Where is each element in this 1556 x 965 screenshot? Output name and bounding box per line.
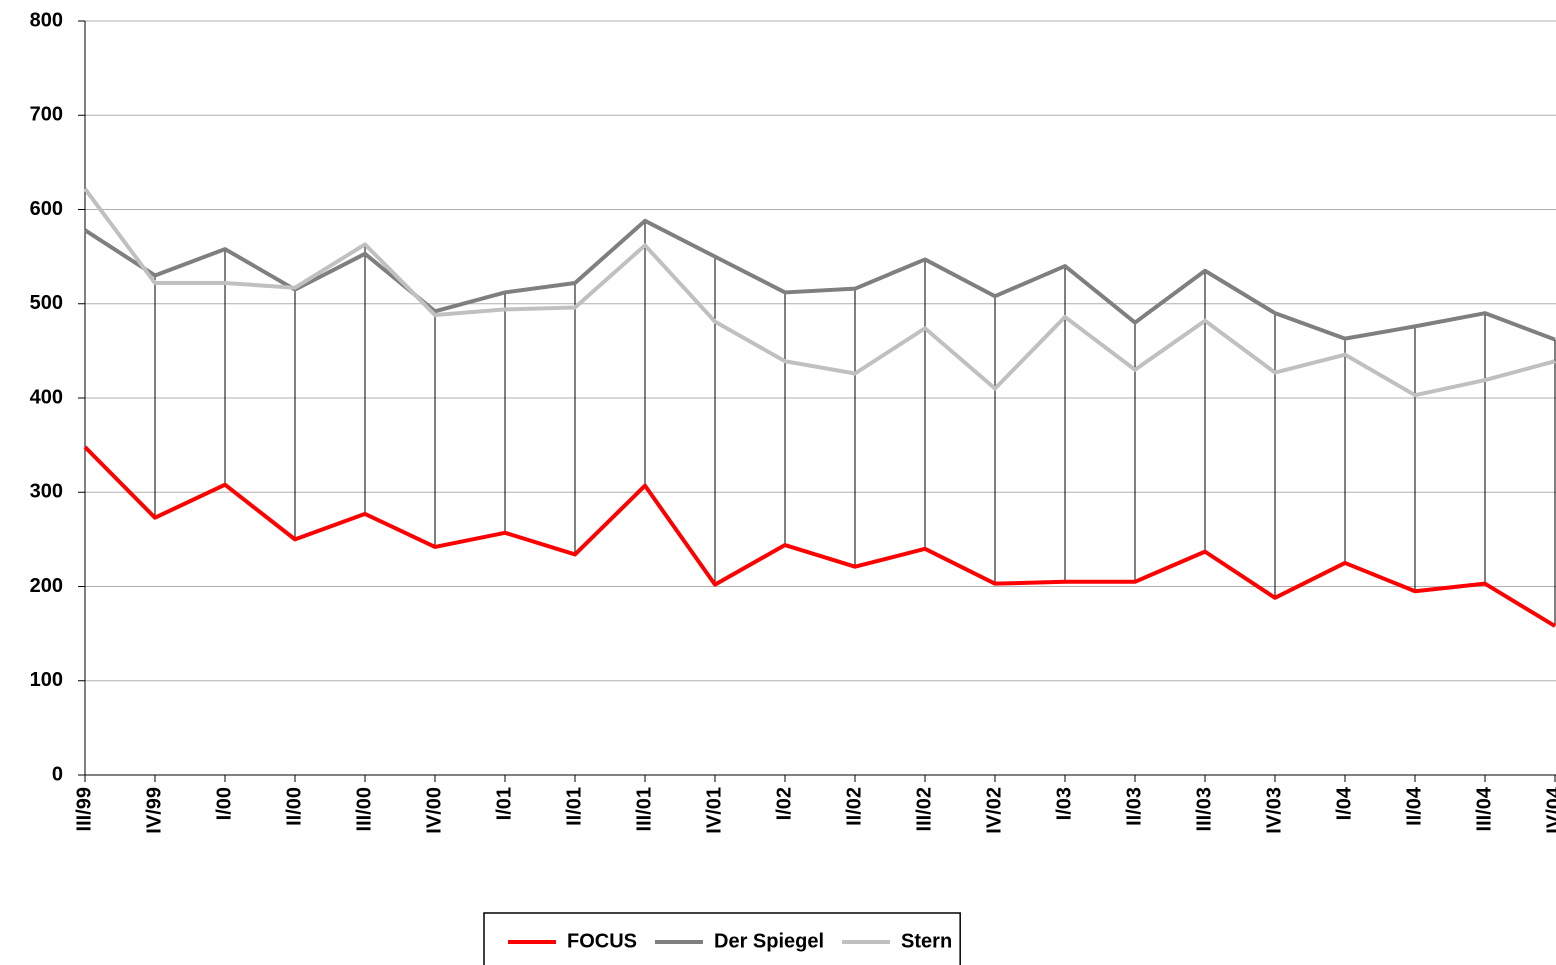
x-tick-label: I/04	[1333, 786, 1355, 820]
x-tick-label: II/01	[563, 787, 585, 826]
x-tick-label: III/04	[1473, 786, 1495, 831]
x-tick-label: I/00	[213, 787, 235, 820]
x-tick-label: I/03	[1053, 787, 1075, 820]
x-tick-label: III/01	[633, 787, 655, 831]
y-tick-label: 600	[30, 198, 63, 220]
y-tick-label: 800	[30, 9, 63, 31]
x-tick-label: III/02	[913, 787, 935, 831]
series-line	[83, 218, 1556, 342]
y-tick-label: 100	[30, 669, 63, 691]
legend-box	[483, 912, 961, 965]
x-tick-label: II/00	[283, 787, 305, 826]
x-tick-label: IV/00	[423, 787, 445, 834]
x-tick-label: IV/01	[703, 787, 725, 834]
series-line	[83, 445, 1556, 628]
x-tick-label: IV/03	[1263, 787, 1285, 834]
legend-label: Stern	[901, 930, 952, 952]
x-tick-label: IV/04	[1543, 786, 1556, 834]
x-tick-label: II/04	[1403, 786, 1425, 826]
x-tick-label: IV/99	[143, 787, 165, 834]
x-tick-label: III/03	[1193, 787, 1215, 831]
y-tick-label: 0	[52, 763, 63, 785]
x-tick-label: III/00	[353, 787, 375, 831]
x-tick-label: II/02	[843, 787, 865, 826]
y-tick-label: 500	[30, 292, 63, 314]
legend-label: Der Spiegel	[714, 930, 824, 952]
legend-label: FOCUS	[567, 930, 637, 952]
x-tick-label: IV/02	[983, 787, 1005, 834]
x-tick-label: I/02	[773, 787, 795, 820]
x-tick-label: III/99	[73, 787, 95, 831]
y-tick-label: 200	[30, 575, 63, 597]
y-tick-label: 300	[30, 481, 63, 503]
y-tick-label: 400	[30, 386, 63, 408]
series-line	[83, 187, 1556, 398]
y-tick-label: 700	[30, 104, 63, 126]
x-tick-label: II/03	[1123, 787, 1145, 826]
legend: FOCUS Der Spiegel Stern	[483, 912, 961, 965]
x-tick-label: I/01	[493, 787, 515, 820]
